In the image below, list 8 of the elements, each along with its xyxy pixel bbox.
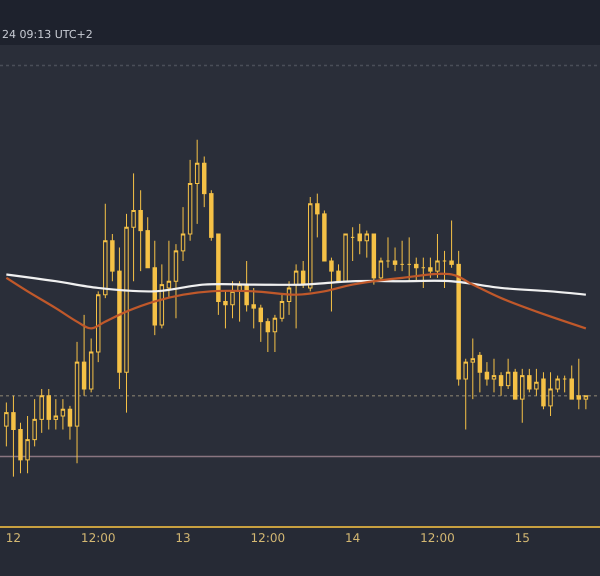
text: 24 09:13 UTC+2: [2, 28, 93, 41]
x-tick-label: 12:00: [420, 531, 455, 546]
x-tick-label: 15: [514, 531, 530, 546]
x-tick-label: 12:00: [80, 531, 116, 546]
x-tick-label: 13: [175, 531, 191, 546]
x-tick-label: 12:00: [250, 531, 286, 546]
x-tick-label: 14: [345, 531, 360, 546]
x-tick-label: 12: [6, 531, 22, 546]
